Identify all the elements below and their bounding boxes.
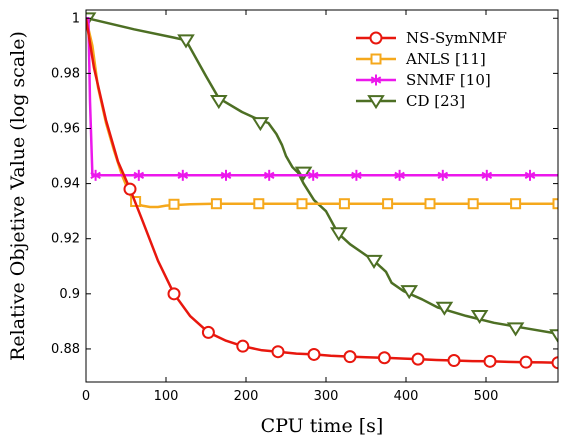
data-point-ns-symnmf	[201, 325, 215, 339]
data-point-ns-symnmf	[519, 355, 533, 369]
data-point-cd-23	[177, 34, 195, 49]
data-point-ns-symnmf	[307, 347, 321, 361]
data-point-cd-23	[294, 166, 313, 181]
legend-label: ANLS [11]	[405, 50, 486, 68]
plot-frame	[85, 9, 559, 383]
y-tick-label: 0.94	[51, 177, 80, 192]
data-point-cd-23	[506, 322, 525, 337]
legend-item-anls-11: ANLS [11]	[356, 50, 486, 68]
data-point-cd-23	[251, 117, 270, 132]
data-point-snmf-10	[90, 169, 101, 181]
x-tick-label: 500	[474, 389, 499, 404]
x-tick-label: 100	[154, 389, 179, 404]
data-point-snmf-10	[133, 169, 145, 181]
y-tick-label: 0.98	[51, 66, 80, 81]
y-tick-label: 1	[72, 11, 80, 26]
data-point-snmf-10	[263, 169, 275, 181]
x-tick-label: 0	[82, 389, 90, 404]
legend-item-cd-23: CD [23]	[356, 92, 465, 110]
data-point-cd-23	[209, 95, 228, 110]
axes: 0 100 200 300 400 500 0.88 0.9 0.92 0.94 0.96 0.98 1	[51, 10, 558, 404]
data-point-ns-symnmf	[167, 287, 181, 301]
legend-item-ns-symnmf: NS-SymNMF	[356, 29, 507, 47]
y-axis-title: Relative Objetive Value (log scale)	[7, 31, 29, 361]
legend-marker	[370, 74, 382, 86]
data-point-ns-symnmf	[236, 339, 250, 353]
data-point-snmf-10	[437, 169, 449, 181]
data-point-ns-symnmf	[377, 351, 391, 365]
data-point-anls-11	[467, 198, 479, 210]
data-point-snmf-10	[220, 169, 232, 181]
data-point-ns-symnmf	[271, 345, 285, 359]
data-point-snmf-10	[524, 169, 536, 181]
data-point-cd-23	[435, 301, 454, 316]
y-tick-label: 0.92	[51, 232, 80, 247]
legend-label: CD [23]	[406, 92, 465, 110]
legend-label: SNMF [10]	[406, 71, 491, 89]
series-anls-11	[86, 18, 558, 210]
data-point-anls-11	[552, 198, 558, 210]
data-point-snmf-10	[394, 169, 405, 181]
legend-label: NS-SymNMF	[406, 29, 507, 47]
data-point-snmf-10	[351, 169, 362, 181]
data-point-ns-symnmf	[483, 354, 497, 368]
y-tick-label: 0.9	[59, 287, 80, 302]
series-ns-symnmf	[86, 18, 558, 370]
y-tick-label: 0.88	[51, 342, 80, 357]
data-point-snmf-10	[481, 169, 493, 181]
data-point-anls-11	[168, 198, 180, 210]
legend-marker	[367, 95, 385, 110]
legend-item-snmf-10: SNMF [10]	[356, 71, 491, 89]
x-axis-title: CPU time [s]	[261, 415, 384, 437]
data-point-cd-23	[329, 227, 348, 242]
data-point-ns-symnmf	[447, 354, 461, 368]
x-tick-label: 300	[314, 389, 339, 404]
data-point-ns-symnmf	[343, 350, 357, 364]
data-point-anls-11	[296, 198, 308, 210]
data-point-cd-23	[549, 329, 558, 344]
data-point-anls-11	[210, 198, 222, 210]
data-point-anls-11	[510, 198, 522, 210]
data-point-ns-symnmf	[411, 352, 425, 366]
data-point-cd-23	[470, 309, 489, 325]
data-point-cd-23	[365, 254, 383, 269]
x-tick-label: 400	[394, 389, 419, 404]
x-tick-label: 200	[234, 389, 259, 404]
legend-marker	[369, 31, 383, 45]
data-point-cd-23	[400, 285, 419, 300]
data-point-snmf-10	[177, 169, 189, 181]
data-point-ns-symnmf	[123, 182, 137, 196]
data-point-snmf-10	[307, 169, 319, 181]
data-point-anls-11	[253, 198, 265, 210]
data-point-anls-11	[338, 198, 350, 210]
plot-series	[86, 12, 558, 370]
data-point-anls-11	[424, 198, 436, 210]
y-tick-label: 0.96	[51, 121, 80, 136]
data-point-anls-11	[382, 198, 394, 210]
series-cd-23	[86, 12, 558, 344]
data-point-ns-symnmf	[551, 356, 558, 370]
legend: NS-SymNMF ANLS [11] SNMF [10] CD [23]	[356, 29, 507, 110]
legend-marker	[370, 53, 382, 65]
series-line-ns-symnmf	[86, 18, 558, 364]
